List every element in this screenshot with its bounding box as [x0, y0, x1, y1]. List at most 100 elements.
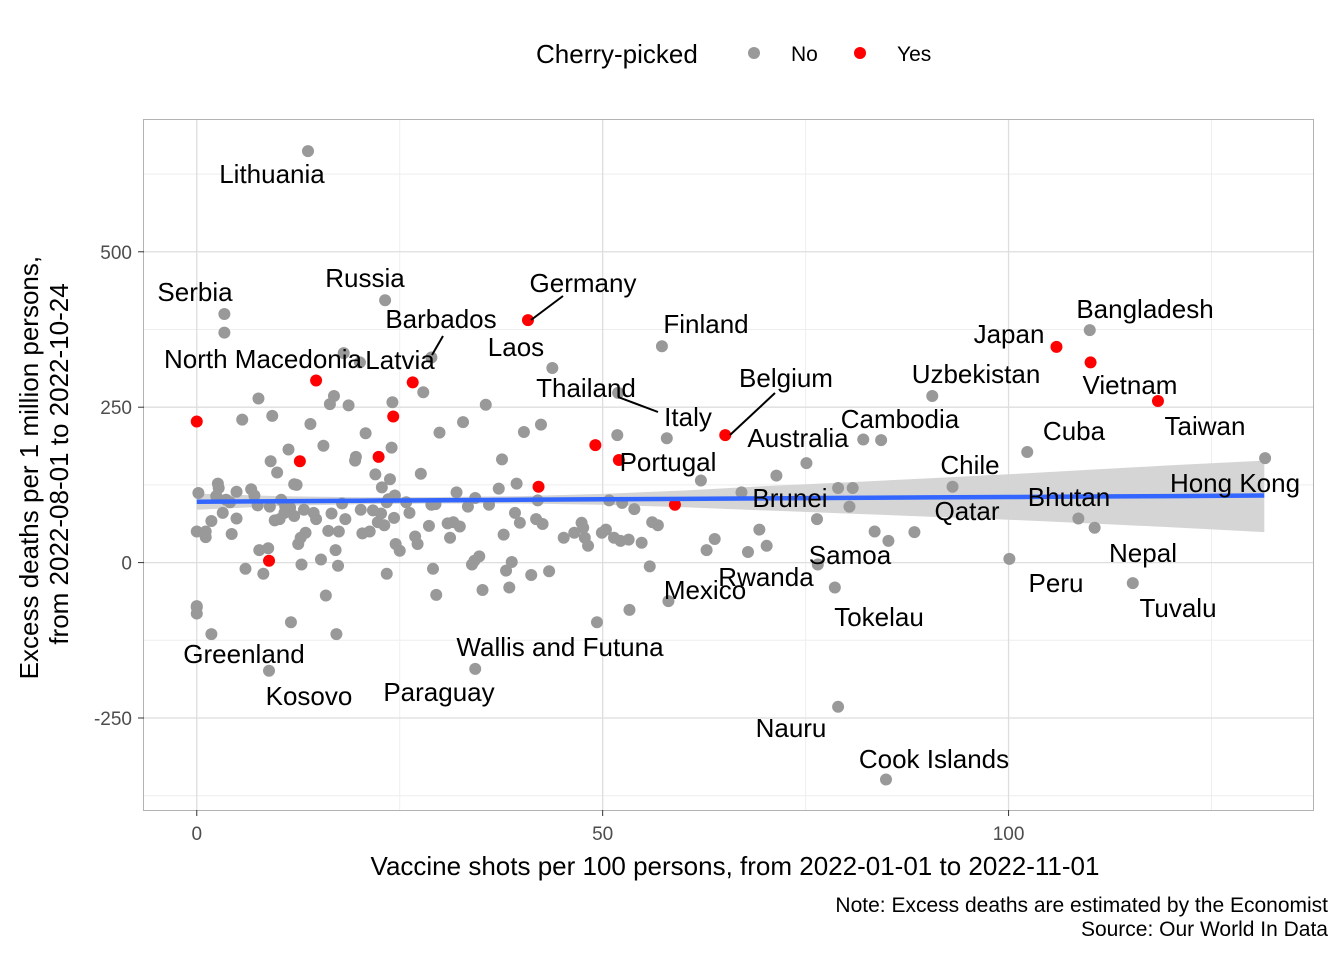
- y-tick-label: 0: [121, 554, 132, 575]
- country-label: Samoa: [809, 540, 892, 570]
- data-point: [505, 555, 518, 568]
- data-point: [218, 326, 231, 339]
- data-point: [205, 514, 218, 527]
- data-point: [510, 477, 523, 490]
- data-point: [599, 523, 612, 536]
- data-point: [433, 426, 446, 439]
- country-label: Italy: [664, 402, 712, 432]
- data-point: [628, 503, 641, 516]
- y-axis-title-line-1: Excess deaths per 1 million persons,: [14, 256, 44, 679]
- data-point: [508, 506, 521, 519]
- country-label: Brunei: [752, 483, 827, 513]
- data-point: [212, 482, 225, 494]
- data-point-labeled: [926, 390, 939, 402]
- data-point: [257, 567, 270, 580]
- data-point: [411, 537, 424, 550]
- data-point-labeled: [546, 362, 559, 375]
- data-point: [810, 513, 823, 526]
- country-label: Tokelau: [834, 602, 924, 632]
- plot-panel-border: [143, 119, 1314, 811]
- data-point: [457, 416, 470, 429]
- data-point-labeled: [735, 486, 748, 499]
- data-point: [536, 518, 549, 531]
- country-label: Greenland: [183, 639, 304, 669]
- data-point-labeled: [879, 773, 892, 786]
- data-point: [230, 512, 243, 525]
- y-axis-title: Excess deaths per 1 million persons, fro…: [14, 249, 74, 680]
- data-point-cherry-picked: [532, 480, 545, 493]
- data-point: [310, 513, 323, 526]
- data-point: [525, 569, 538, 582]
- trend-line: [196, 493, 1265, 504]
- data-point-labeled: [379, 294, 392, 307]
- data-point-cherry-picked-labeled: [1050, 340, 1063, 353]
- country-label: Uzbekistan: [912, 359, 1041, 389]
- data-point: [353, 356, 366, 369]
- country-label: Cook Islands: [859, 744, 1009, 774]
- data-point: [427, 562, 440, 575]
- data-point: [582, 539, 595, 552]
- country-label: Qatar: [934, 496, 999, 526]
- data-point: [577, 521, 590, 534]
- data-point: [271, 466, 284, 479]
- y-axis-title-line-2: from 2022-08-01 to 2022-10-24: [44, 283, 74, 644]
- data-point: [857, 433, 870, 446]
- data-point: [557, 531, 570, 544]
- country-label: Belgium: [739, 363, 833, 393]
- data-point: [417, 386, 430, 399]
- data-point-cherry-picked-labeled: [668, 498, 681, 511]
- legend-marker-yes: [854, 47, 866, 59]
- country-label: Thailand: [536, 373, 636, 403]
- data-point: [290, 478, 303, 491]
- data-point-labeled: [425, 351, 438, 364]
- data-point: [248, 489, 261, 502]
- data-point-labeled: [1003, 552, 1016, 565]
- data-point-cherry-picked: [372, 450, 385, 463]
- data-point-cherry-picked-labeled: [612, 454, 625, 467]
- data-point-labeled: [875, 434, 888, 447]
- data-point: [385, 441, 398, 454]
- trend-ribbon: [196, 460, 1265, 533]
- country-label: Portugal: [620, 447, 717, 477]
- data-point: [230, 485, 243, 498]
- data-point: [868, 525, 881, 538]
- data-point: [322, 524, 335, 537]
- data-point: [651, 519, 664, 532]
- data-point: [342, 399, 355, 412]
- legend-marker-no: [748, 47, 760, 59]
- country-label: Tuvalu: [1139, 593, 1216, 623]
- data-point-cherry-picked-labeled: [406, 376, 419, 389]
- data-point: [403, 506, 416, 519]
- y-tick-label: 250: [100, 398, 132, 419]
- legend-title: Cherry-picked: [536, 39, 698, 69]
- country-label: Laos: [488, 332, 544, 362]
- country-label: Kosovo: [266, 681, 353, 711]
- confidence-ribbon: [196, 460, 1265, 533]
- data-point: [263, 500, 276, 513]
- data-point-cherry-picked-labeled: [310, 374, 323, 387]
- data-point-cherry-picked: [263, 554, 276, 567]
- trend-line-path: [196, 493, 1265, 504]
- data-point: [386, 396, 399, 409]
- legend: Cherry-picked No Yes: [536, 39, 931, 69]
- data-point: [337, 347, 350, 360]
- data-point-cherry-picked: [387, 410, 400, 423]
- data-point-labeled: [741, 546, 754, 559]
- data-point: [216, 506, 229, 519]
- data-point-cherry-picked-labeled: [1151, 394, 1164, 407]
- y-tick-label: 500: [100, 243, 132, 264]
- x-tick-label: 100: [993, 824, 1025, 845]
- country-label: Rwanda: [718, 562, 814, 592]
- data-point: [590, 616, 603, 629]
- data-point-labeled: [811, 558, 824, 571]
- grid: [144, 120, 1313, 810]
- data-point: [239, 562, 252, 575]
- note-text: Note: Excess deaths are estimated by the…: [835, 894, 1328, 917]
- source-text: Source: Our World In Data: [1080, 918, 1328, 941]
- country-label: Nepal: [1109, 538, 1177, 568]
- country-label: Cuba: [1043, 416, 1106, 446]
- y-tick-label: -250: [94, 709, 132, 730]
- data-point: [708, 532, 721, 545]
- data-point: [253, 544, 266, 557]
- data-point: [770, 469, 783, 482]
